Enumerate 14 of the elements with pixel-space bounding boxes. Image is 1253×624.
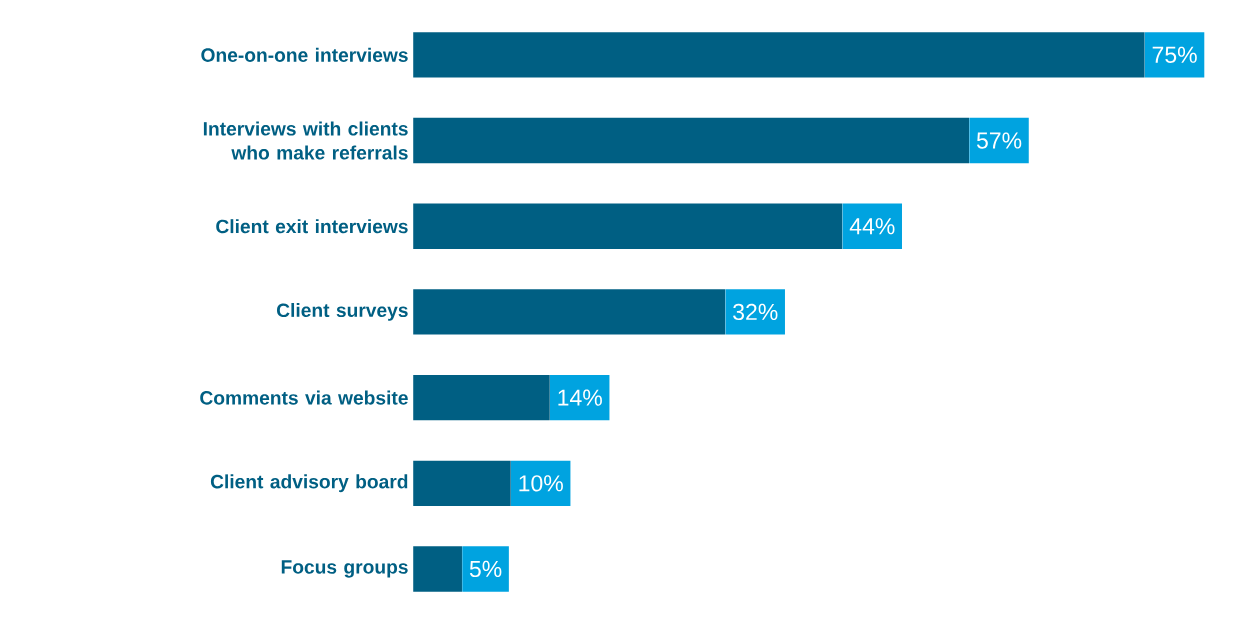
y-tick-label: Client exit interviews <box>216 219 408 234</box>
y-tick-label: Comments via website <box>200 390 408 405</box>
data-label: 75% <box>1152 46 1197 64</box>
data-label: 14% <box>558 389 602 406</box>
data-label: 32% <box>733 303 778 321</box>
y-tick-label: One-on-one interviews <box>201 47 408 62</box>
data-label: 57% <box>976 132 1022 149</box>
y-tick-label: Client advisory board <box>210 474 408 493</box>
data-label: 5% <box>469 560 502 578</box>
y-tick-label: Client surveys <box>277 303 408 321</box>
data-label: 44% <box>849 218 895 235</box>
data-label: 10% <box>519 475 563 492</box>
y-tick-label: Focus groups <box>281 560 408 578</box>
y-tick-label: Interviews with clients who make referrals <box>203 121 408 160</box>
